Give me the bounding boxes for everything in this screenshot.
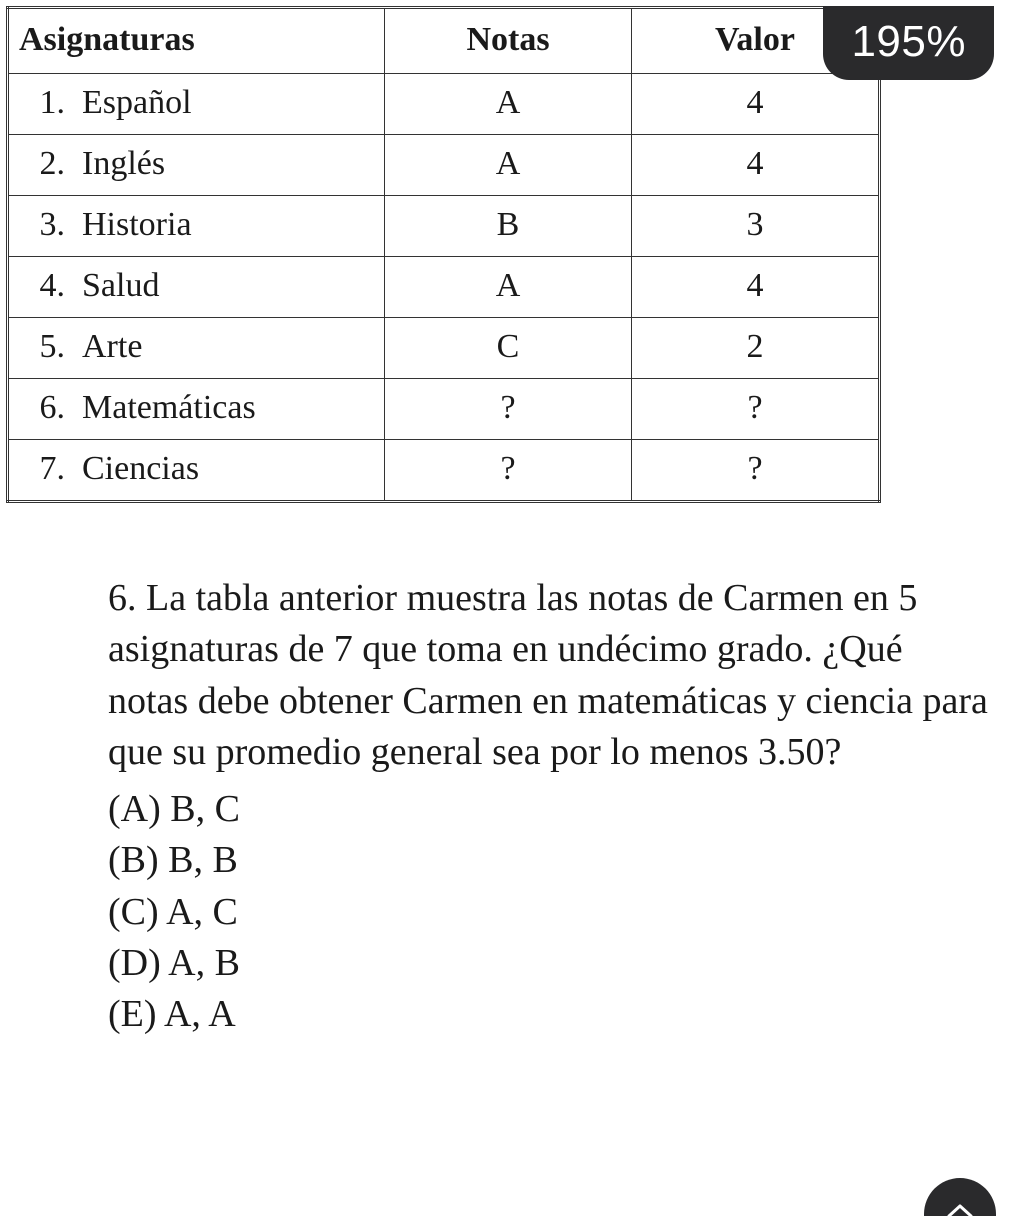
option-label: (B) (108, 839, 159, 881)
cell-grade: ? (385, 379, 632, 440)
cell-grade: B (385, 196, 632, 257)
scroll-up-button[interactable] (924, 1178, 996, 1216)
grades-table: Asignaturas Notas Valor 1. Español A 4 2… (6, 6, 881, 503)
header-subject: Asignaturas (8, 8, 385, 74)
header-grade: Notas (385, 8, 632, 74)
zoom-badge: 195% (823, 6, 994, 80)
option-text: B, B (168, 839, 238, 881)
cell-value: 4 (632, 74, 880, 135)
option-text: A, A (164, 993, 236, 1035)
row-number: 4. (31, 269, 65, 303)
option-text: A, B (168, 942, 240, 984)
cell-subject: 4. Salud (8, 257, 385, 318)
subject-name: Matemáticas (82, 389, 256, 426)
row-number: 2. (31, 147, 65, 181)
question-text: 6. La tabla anterior muestra las notas d… (108, 573, 988, 778)
answer-option[interactable]: (E) A, A (108, 989, 988, 1040)
cell-value: 3 (632, 196, 880, 257)
table-row: 7. Ciencias ? ? (8, 440, 880, 502)
cell-grade: ? (385, 440, 632, 502)
row-number: 1. (31, 86, 65, 120)
answer-option[interactable]: (B) B, B (108, 835, 988, 886)
cell-value: 4 (632, 135, 880, 196)
table-row: 5. Arte C 2 (8, 318, 880, 379)
row-number: 5. (31, 330, 65, 364)
table-header-row: Asignaturas Notas Valor (8, 8, 880, 74)
option-text: A, C (166, 891, 238, 933)
answer-option[interactable]: (A) B, C (108, 784, 988, 835)
chevron-up-icon (945, 1202, 975, 1216)
cell-subject: 6. Matemáticas (8, 379, 385, 440)
option-label: (E) (108, 993, 157, 1035)
cell-value: 4 (632, 257, 880, 318)
subject-name: Ciencias (82, 450, 199, 487)
row-number: 6. (31, 391, 65, 425)
cell-value: ? (632, 379, 880, 440)
cell-grade: A (385, 74, 632, 135)
cell-subject: 2. Inglés (8, 135, 385, 196)
cell-grade: A (385, 257, 632, 318)
cell-value: 2 (632, 318, 880, 379)
table-row: 3. Historia B 3 (8, 196, 880, 257)
row-number: 7. (31, 452, 65, 486)
row-number: 3. (31, 208, 65, 242)
cell-subject: 3. Historia (8, 196, 385, 257)
subject-name: Historia (82, 206, 192, 243)
answer-option[interactable]: (D) A, B (108, 938, 988, 989)
question-number: 6. (108, 577, 137, 619)
subject-name: Salud (82, 267, 159, 304)
option-label: (A) (108, 788, 161, 830)
cell-grade: A (385, 135, 632, 196)
cell-subject: 7. Ciencias (8, 440, 385, 502)
cell-subject: 1. Español (8, 74, 385, 135)
option-label: (D) (108, 942, 161, 984)
question-block: 6. La tabla anterior muestra las notas d… (108, 573, 988, 1041)
table-row: 4. Salud A 4 (8, 257, 880, 318)
subject-name: Español (82, 84, 192, 121)
option-text: B, C (170, 788, 240, 830)
cell-subject: 5. Arte (8, 318, 385, 379)
answer-options: (A) B, C (B) B, B (C) A, C (D) A, B (E) … (108, 784, 988, 1040)
subject-name: Arte (82, 328, 142, 365)
table-row: 6. Matemáticas ? ? (8, 379, 880, 440)
cell-value: ? (632, 440, 880, 502)
table-row: 2. Inglés A 4 (8, 135, 880, 196)
answer-option[interactable]: (C) A, C (108, 887, 988, 938)
option-label: (C) (108, 891, 159, 933)
subject-name: Inglés (82, 145, 165, 182)
question-body: La tabla anterior muestra las notas de C… (108, 577, 988, 773)
cell-grade: C (385, 318, 632, 379)
table-row: 1. Español A 4 (8, 74, 880, 135)
